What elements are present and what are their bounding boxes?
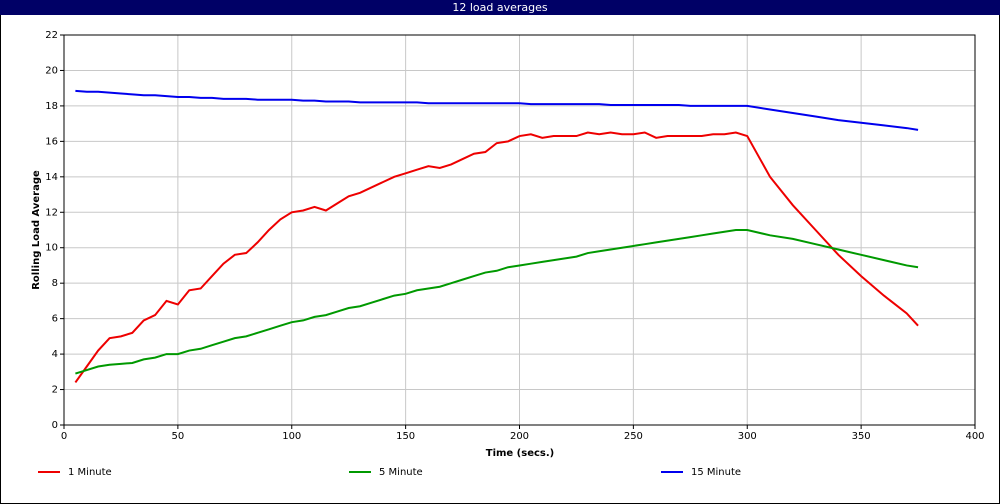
x-tick-label: 200	[510, 431, 529, 442]
x-tick-label: 100	[282, 431, 301, 442]
x-tick-label: 300	[738, 431, 757, 442]
y-axis-label: Rolling Load Average	[31, 170, 42, 290]
series-line	[74, 131, 919, 384]
y-tick-label: 20	[45, 65, 58, 76]
y-tick-label: 0	[52, 420, 58, 431]
legend-label: 1 Minute	[68, 467, 112, 478]
y-tick-label: 4	[52, 349, 58, 360]
x-axis-label: Time (secs.)	[486, 448, 555, 459]
y-tick-label: 16	[45, 136, 58, 147]
series-line	[75, 89, 919, 131]
y-tick-label: 22	[45, 30, 58, 41]
y-tick-label: 12	[45, 207, 58, 218]
legend-label: 15 Minute	[691, 467, 741, 478]
y-tick-label: 14	[45, 172, 58, 183]
y-tick-label: 2	[52, 385, 58, 396]
title-bar	[0, 0, 1000, 15]
x-tick-label: 350	[852, 431, 871, 442]
series-line	[75, 229, 919, 375]
x-tick-label: 400	[965, 431, 984, 442]
x-tick-label: 0	[61, 431, 67, 442]
x-tick-label: 250	[624, 431, 643, 442]
y-tick-label: 10	[45, 243, 58, 254]
x-tick-label: 150	[396, 431, 415, 442]
y-tick-label: 8	[52, 278, 58, 289]
y-tick-label: 18	[45, 101, 58, 112]
plot-frame	[63, 34, 976, 426]
x-tick-label: 50	[172, 431, 185, 442]
legend-label: 5 Minute	[379, 467, 423, 478]
chart-title: 12 load averages	[452, 1, 548, 14]
y-tick-label: 6	[52, 314, 58, 325]
